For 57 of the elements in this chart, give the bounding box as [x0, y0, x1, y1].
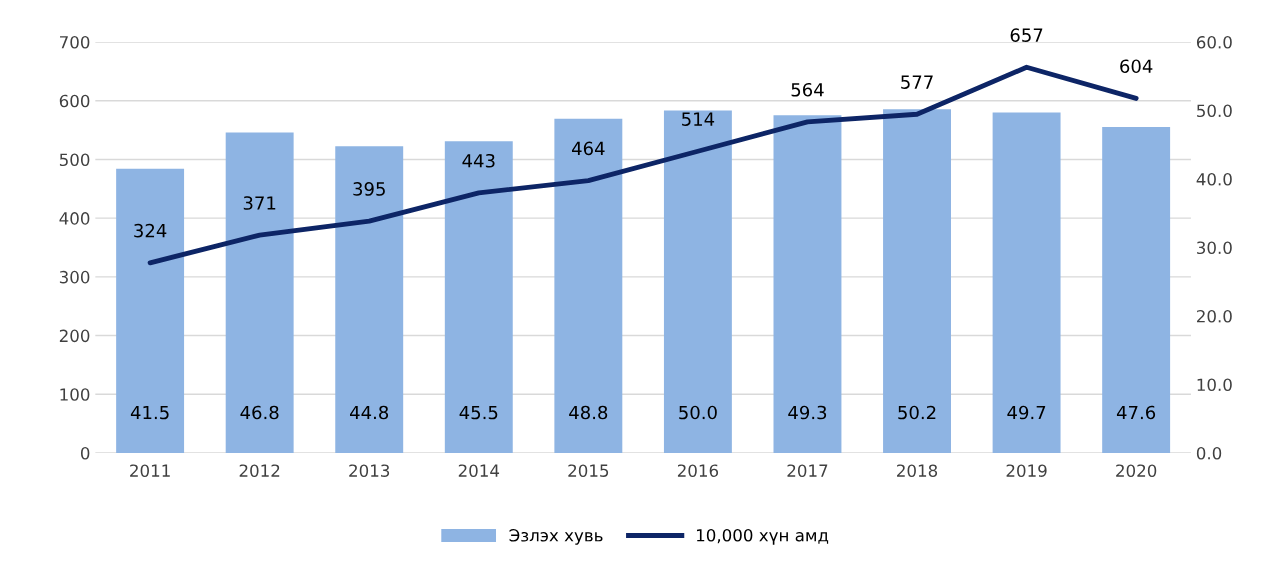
- x-tick-label: 2015: [568, 464, 609, 477]
- y-tick-label: 400: [59, 212, 90, 225]
- legend-label: 10,000 хүн амд: [696, 528, 829, 545]
- y2-tick-label: 10.0: [1197, 378, 1232, 392]
- x-tick-label: 2012: [239, 464, 280, 477]
- y2-tick-label: 50.0: [1197, 104, 1232, 118]
- x-tick-label: 2020: [1116, 464, 1157, 477]
- bar: [116, 168, 185, 453]
- legend-label: Эзлэх хувь: [509, 528, 603, 545]
- data-label: 45.5: [459, 405, 498, 420]
- data-label: 395: [353, 182, 385, 196]
- y-tick-label: 500: [59, 153, 90, 167]
- bar: [883, 109, 951, 453]
- data-label: 47.6: [1116, 405, 1156, 420]
- y-tick-label: 0: [80, 446, 90, 460]
- bar: [335, 146, 404, 453]
- y2-tick-label: 30.0: [1197, 241, 1232, 255]
- x-tick-label: 2014: [458, 464, 500, 477]
- x-tick-label: 2017: [787, 464, 828, 477]
- data-label: 464: [572, 141, 605, 156]
- x-tick-label: 2018: [897, 464, 938, 477]
- data-label: 48.8: [569, 405, 608, 420]
- y2-tick-label: 60.0: [1196, 35, 1232, 49]
- data-label: 49.3: [788, 405, 827, 420]
- data-label: 604: [1120, 59, 1153, 74]
- bar: [444, 141, 513, 453]
- data-label: 514: [682, 112, 715, 126]
- data-label: 564: [791, 82, 824, 97]
- bar: [554, 118, 623, 453]
- y-tick-label: 300: [59, 270, 90, 284]
- data-label: 44.8: [350, 405, 389, 420]
- data-label: 41.5: [130, 405, 169, 420]
- y2-tick-label: 20.0: [1197, 309, 1232, 323]
- x-tick-label: 2013: [349, 464, 390, 477]
- y-tick-label: 100: [60, 388, 90, 401]
- y2-tick-label: 0.0: [1196, 446, 1222, 460]
- data-label: 46.8: [240, 405, 279, 420]
- data-label: 50.2: [898, 405, 936, 420]
- data-label: 371: [243, 196, 276, 210]
- y2-tick-label: 40.0: [1196, 172, 1232, 186]
- bar: [663, 110, 732, 453]
- data-label: 443: [462, 153, 495, 168]
- bar: [773, 115, 842, 453]
- bar: [992, 112, 1061, 453]
- y-tick-label: 700: [60, 35, 90, 49]
- data-label: 50.0: [679, 405, 717, 420]
- data-label: 49.7: [1007, 405, 1046, 420]
- data-label: 657: [1010, 28, 1043, 42]
- data-label: 577: [901, 75, 933, 89]
- y-tick-label: 600: [59, 94, 90, 108]
- bar: [1102, 126, 1171, 453]
- x-tick-label: 2016: [677, 464, 719, 477]
- bar: [225, 132, 294, 453]
- y-tick-label: 200: [59, 329, 90, 343]
- x-tick-label: 2011: [130, 464, 170, 477]
- data-label: 324: [134, 223, 167, 238]
- x-tick-label: 2019: [1006, 464, 1047, 477]
